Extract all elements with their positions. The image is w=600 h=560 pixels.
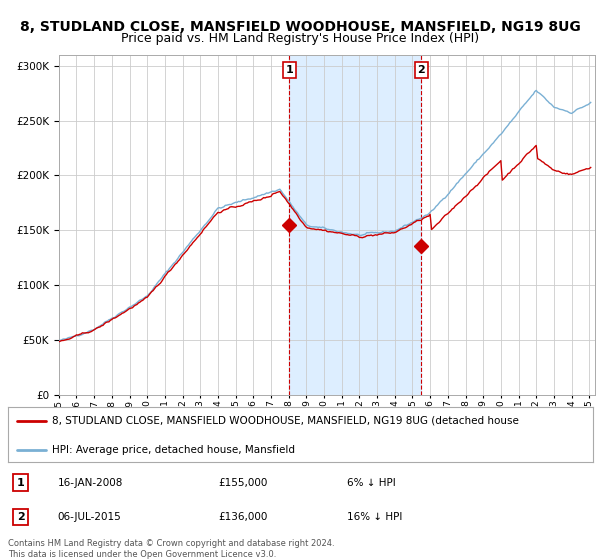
- Text: 2: 2: [418, 65, 425, 75]
- Text: 06-JUL-2015: 06-JUL-2015: [58, 512, 121, 522]
- Text: 1: 1: [286, 65, 293, 75]
- Text: Contains HM Land Registry data © Crown copyright and database right 2024.
This d: Contains HM Land Registry data © Crown c…: [8, 539, 334, 559]
- Text: Price paid vs. HM Land Registry's House Price Index (HPI): Price paid vs. HM Land Registry's House …: [121, 32, 479, 45]
- Text: 2: 2: [17, 512, 25, 522]
- Text: 8, STUDLAND CLOSE, MANSFIELD WOODHOUSE, MANSFIELD, NG19 8UG (detached house: 8, STUDLAND CLOSE, MANSFIELD WOODHOUSE, …: [52, 416, 518, 426]
- Text: 1: 1: [17, 478, 25, 488]
- Text: 8, STUDLAND CLOSE, MANSFIELD WOODHOUSE, MANSFIELD, NG19 8UG: 8, STUDLAND CLOSE, MANSFIELD WOODHOUSE, …: [20, 20, 580, 34]
- Text: £136,000: £136,000: [218, 512, 268, 522]
- Text: £155,000: £155,000: [218, 478, 268, 488]
- Text: HPI: Average price, detached house, Mansfield: HPI: Average price, detached house, Mans…: [52, 445, 295, 455]
- Text: 16% ↓ HPI: 16% ↓ HPI: [347, 512, 403, 522]
- Bar: [289, 55, 421, 395]
- Text: 6% ↓ HPI: 6% ↓ HPI: [347, 478, 396, 488]
- Text: 16-JAN-2008: 16-JAN-2008: [58, 478, 123, 488]
